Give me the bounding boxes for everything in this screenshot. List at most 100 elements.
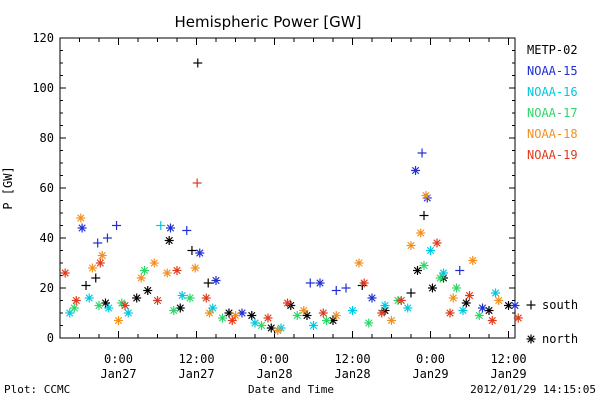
data-point (95, 258, 105, 268)
data-point (149, 258, 159, 268)
x-tick-date-label: Jan28 (256, 367, 292, 381)
data-point (190, 263, 200, 273)
data-point (201, 293, 211, 303)
y-tick-label: 120 (32, 31, 54, 45)
data-point (263, 313, 273, 323)
data-point (93, 238, 103, 248)
data-point (172, 266, 182, 275)
data-point (120, 301, 130, 310)
data-point (331, 311, 341, 320)
data-point (292, 311, 302, 320)
data-point (153, 296, 162, 305)
data-point (510, 301, 520, 310)
legend-hemisphere-label: north (542, 332, 578, 346)
data-point (403, 303, 413, 313)
data-point (208, 303, 218, 313)
data-point (468, 256, 478, 265)
data-point (104, 303, 114, 313)
data-point (504, 301, 513, 310)
data-point (416, 228, 426, 238)
data-point (328, 316, 338, 325)
legend: METP-02 NOAA-15 NOAA-16 NOAA-17 NOAA-18 NOAA-… (526, 43, 578, 346)
data-point (211, 276, 221, 285)
data-point (299, 306, 309, 315)
data-point (169, 306, 179, 315)
data-point (187, 246, 197, 255)
data-point (322, 316, 331, 325)
x-tick-date-label: Jan29 (412, 367, 448, 381)
data-point (266, 323, 276, 333)
data-point (94, 301, 104, 310)
data-point (193, 58, 203, 68)
legend-hemisphere-north: north (526, 332, 578, 346)
data-point (250, 318, 260, 328)
x-tick-date-label: Jan29 (490, 367, 526, 381)
data-points (60, 58, 523, 335)
data-point (445, 308, 455, 318)
data-point (185, 293, 195, 303)
data-point (192, 178, 202, 188)
data-point (461, 298, 471, 308)
y-axis-label: P [GW] (1, 166, 15, 209)
data-point (419, 211, 429, 220)
data-point (101, 298, 110, 308)
data-point (380, 301, 390, 310)
data-point (359, 278, 369, 288)
data-point (421, 191, 431, 200)
data-point (231, 311, 240, 320)
data-point (491, 288, 500, 298)
x-tick-time-label: 0:00 (260, 352, 289, 366)
x-axis: 0:00Jan2712:00Jan270:00Jan2812:00Jan280:… (59, 38, 527, 381)
data-point (283, 298, 292, 308)
data-point (123, 308, 133, 318)
data-point (162, 268, 172, 278)
footer-timestamp: 2012/01/29 14:15:05 (470, 383, 596, 396)
data-point (494, 296, 504, 305)
data-point (182, 226, 192, 235)
y-tick-label: 80 (40, 131, 54, 145)
data-point (71, 296, 81, 305)
data-point (367, 293, 377, 303)
legend-series-label: NOAA-16 (527, 85, 578, 99)
data-point (205, 308, 214, 318)
data-point (413, 266, 422, 275)
y-tick-label: 60 (40, 181, 54, 195)
data-point (309, 321, 318, 330)
data-point (81, 281, 91, 290)
data-point (60, 268, 70, 278)
data-point (77, 223, 87, 233)
data-point (439, 268, 448, 278)
data-point (348, 306, 357, 315)
x-tick-date-label: Jan27 (100, 367, 136, 381)
data-point (166, 223, 175, 233)
data-point (427, 283, 437, 293)
legend-series-label: NOAA-17 (527, 106, 578, 120)
y-tick-label: 40 (40, 231, 54, 245)
data-point (387, 316, 396, 325)
data-point (354, 258, 364, 268)
x-tick-date-label: Jan27 (178, 367, 214, 381)
data-point (455, 266, 465, 275)
legend-series-label: NOAA-15 (527, 64, 578, 78)
footer-left: Plot: CCMC (4, 383, 70, 396)
data-point (257, 321, 266, 330)
x-tick-date-label: Jan28 (334, 367, 370, 381)
data-point (97, 251, 107, 260)
data-point (406, 288, 416, 298)
data-point (331, 286, 341, 295)
legend-series-label: METP-02 (527, 43, 578, 57)
x-tick-time-label: 12:00 (178, 352, 214, 366)
data-point (247, 311, 257, 320)
legend-series-label: NOAA-19 (527, 148, 578, 162)
data-point (435, 273, 445, 283)
x-tick-time-label: 0:00 (104, 352, 133, 366)
data-point (203, 278, 213, 288)
data-point (132, 293, 142, 303)
data-point (341, 283, 351, 293)
data-point (177, 291, 187, 300)
y-tick-label: 100 (32, 81, 54, 95)
data-point (69, 303, 79, 313)
data-point (318, 308, 328, 318)
data-point (156, 221, 166, 230)
